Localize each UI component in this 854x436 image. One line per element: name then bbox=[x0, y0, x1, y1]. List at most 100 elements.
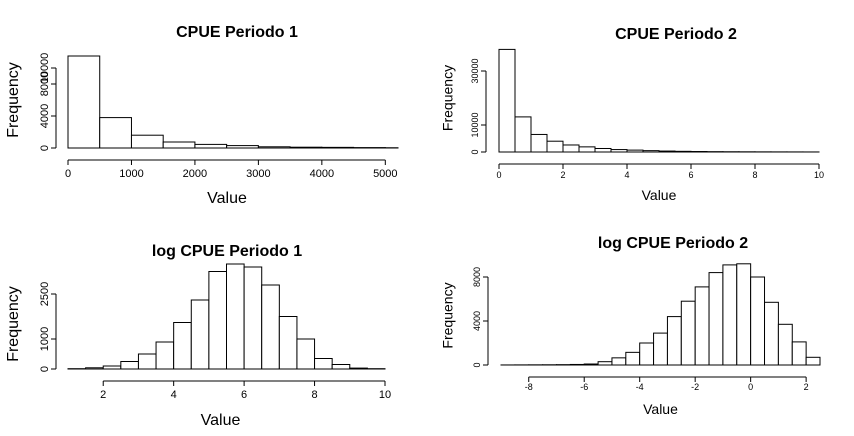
histogram-bar bbox=[569, 363, 585, 366]
y-tick-label: 2500 bbox=[39, 282, 51, 306]
histogram-bar bbox=[226, 263, 245, 370]
x-tick-label: 0 bbox=[65, 168, 71, 180]
histogram-bar bbox=[173, 322, 192, 370]
histogram-bar bbox=[289, 146, 323, 149]
x-tick-label: 8 bbox=[752, 170, 757, 180]
histogram-bar bbox=[666, 316, 682, 366]
histogram-bar bbox=[594, 147, 612, 153]
histogram-bar bbox=[658, 150, 676, 153]
histogram-bar bbox=[653, 332, 668, 366]
histogram-bar bbox=[208, 271, 227, 370]
histogram-bar bbox=[610, 149, 628, 153]
histogram-bar bbox=[243, 266, 263, 370]
histogram-bar bbox=[498, 48, 516, 153]
y-tick-label: 8000 bbox=[472, 267, 482, 287]
x-tick-label: 2 bbox=[560, 170, 565, 180]
x-axis-label: Value bbox=[643, 401, 678, 417]
histogram-bar bbox=[99, 117, 132, 149]
x-tick-label: 5000 bbox=[373, 168, 397, 180]
histogram-bar bbox=[708, 272, 724, 366]
histogram-bar bbox=[625, 351, 641, 366]
chart-title: log CPUE Periodo 1 bbox=[152, 243, 302, 260]
histogram-bar bbox=[331, 364, 351, 370]
y-tick-label: 4000 bbox=[472, 311, 482, 331]
histogram-bar bbox=[120, 361, 139, 370]
x-tick-label: 1000 bbox=[119, 168, 143, 180]
x-tick-label: 10 bbox=[814, 170, 824, 180]
x-tick-label: -4 bbox=[636, 382, 644, 392]
histogram-bar bbox=[583, 363, 599, 366]
histogram-bar bbox=[190, 299, 210, 370]
histogram-bar bbox=[321, 146, 355, 149]
y-axis-label: Frequency bbox=[5, 62, 22, 138]
histogram-bar bbox=[514, 116, 532, 153]
histogram-bar bbox=[642, 150, 660, 153]
x-tick-label: 10 bbox=[379, 389, 391, 401]
histogram-panel-3: log CPUE Periodo 1 2 4 6 8 10 0 1000 2500 Value Fr… bbox=[5, 243, 391, 429]
y-axis-label: Frequency bbox=[5, 286, 22, 362]
x-tick-label: 2000 bbox=[183, 168, 207, 180]
histogram-bar bbox=[530, 133, 548, 153]
x-tick-label: 0 bbox=[496, 170, 501, 180]
histogram-bar bbox=[626, 149, 644, 153]
histogram-bar bbox=[102, 365, 122, 370]
histogram-bar bbox=[611, 357, 627, 366]
x-tick-label: 2 bbox=[100, 389, 106, 401]
histogram-panel-4: log CPUE Periodo 2 -8 -6 -4 -2 0 2 0 4000 8000 Val… bbox=[440, 235, 821, 417]
histogram-bar bbox=[261, 284, 280, 370]
histogram-bar bbox=[194, 143, 228, 149]
x-tick-label: 4 bbox=[624, 170, 629, 180]
x-axis-label: Value bbox=[207, 190, 247, 207]
histogram-bar bbox=[67, 55, 101, 149]
x-axis-label: Value bbox=[642, 187, 677, 203]
y-tick-label: 4000 bbox=[39, 104, 51, 128]
histogram-bar bbox=[314, 358, 333, 370]
y-tick-label: 10000 bbox=[39, 53, 51, 84]
histogram-bar bbox=[805, 356, 821, 366]
chart-title: CPUE Periodo 2 bbox=[615, 26, 737, 43]
x-tick-label: 6 bbox=[688, 170, 693, 180]
chart-title: log CPUE Periodo 2 bbox=[598, 235, 748, 252]
chart-title: CPUE Periodo 1 bbox=[176, 24, 298, 41]
y-tick-label: 0 bbox=[470, 149, 480, 154]
histogram-bar bbox=[578, 146, 596, 153]
histogram-bar bbox=[680, 300, 696, 366]
histogram-bar bbox=[155, 341, 175, 370]
histogram-bar bbox=[162, 141, 196, 149]
y-axis-label: Frequency bbox=[440, 65, 456, 131]
x-tick-label: 2 bbox=[804, 382, 809, 392]
x-tick-label: 4 bbox=[171, 389, 177, 401]
histogram-bar bbox=[777, 323, 793, 366]
histogram-bar bbox=[639, 342, 655, 366]
histogram-bar bbox=[546, 140, 564, 153]
histogram-bar bbox=[791, 341, 807, 366]
y-tick-label: 0 bbox=[472, 362, 482, 367]
x-tick-label: 4000 bbox=[310, 168, 334, 180]
histogram-bar bbox=[736, 263, 752, 366]
y-tick-label: 0 bbox=[39, 145, 51, 151]
x-tick-label: -6 bbox=[580, 382, 588, 392]
histogram-panel-2: CPUE Periodo 2 0 2 4 6 8 10 0 10000 30000 Value Fre… bbox=[440, 26, 824, 203]
histogram-bar bbox=[130, 134, 164, 149]
histogram-bar bbox=[750, 276, 766, 366]
x-tick-label: -8 bbox=[525, 382, 533, 392]
x-axis-label: Value bbox=[201, 412, 241, 429]
histogram-bar bbox=[562, 144, 580, 153]
histogram-panel-1: CPUE Periodo 1 0 1000 2000 3000 4000 5000 0 4000… bbox=[5, 24, 399, 207]
histogram-bar bbox=[694, 286, 710, 366]
histogram-bar bbox=[137, 353, 157, 370]
x-tick-label: 0 bbox=[748, 382, 753, 392]
histogram-bar bbox=[764, 301, 779, 366]
y-tick-label: 1000 bbox=[39, 327, 51, 351]
y-tick-label: 10000 bbox=[470, 112, 480, 137]
x-tick-label: 3000 bbox=[246, 168, 270, 180]
histogram-bar bbox=[226, 145, 259, 149]
x-tick-label: 6 bbox=[241, 389, 247, 401]
histogram-bar bbox=[597, 361, 613, 366]
y-tick-label: 0 bbox=[39, 366, 51, 372]
y-tick-label: 30000 bbox=[470, 58, 480, 83]
histogram-bar bbox=[674, 150, 692, 153]
x-tick-label: 8 bbox=[311, 389, 317, 401]
histogram-bar bbox=[296, 338, 316, 370]
